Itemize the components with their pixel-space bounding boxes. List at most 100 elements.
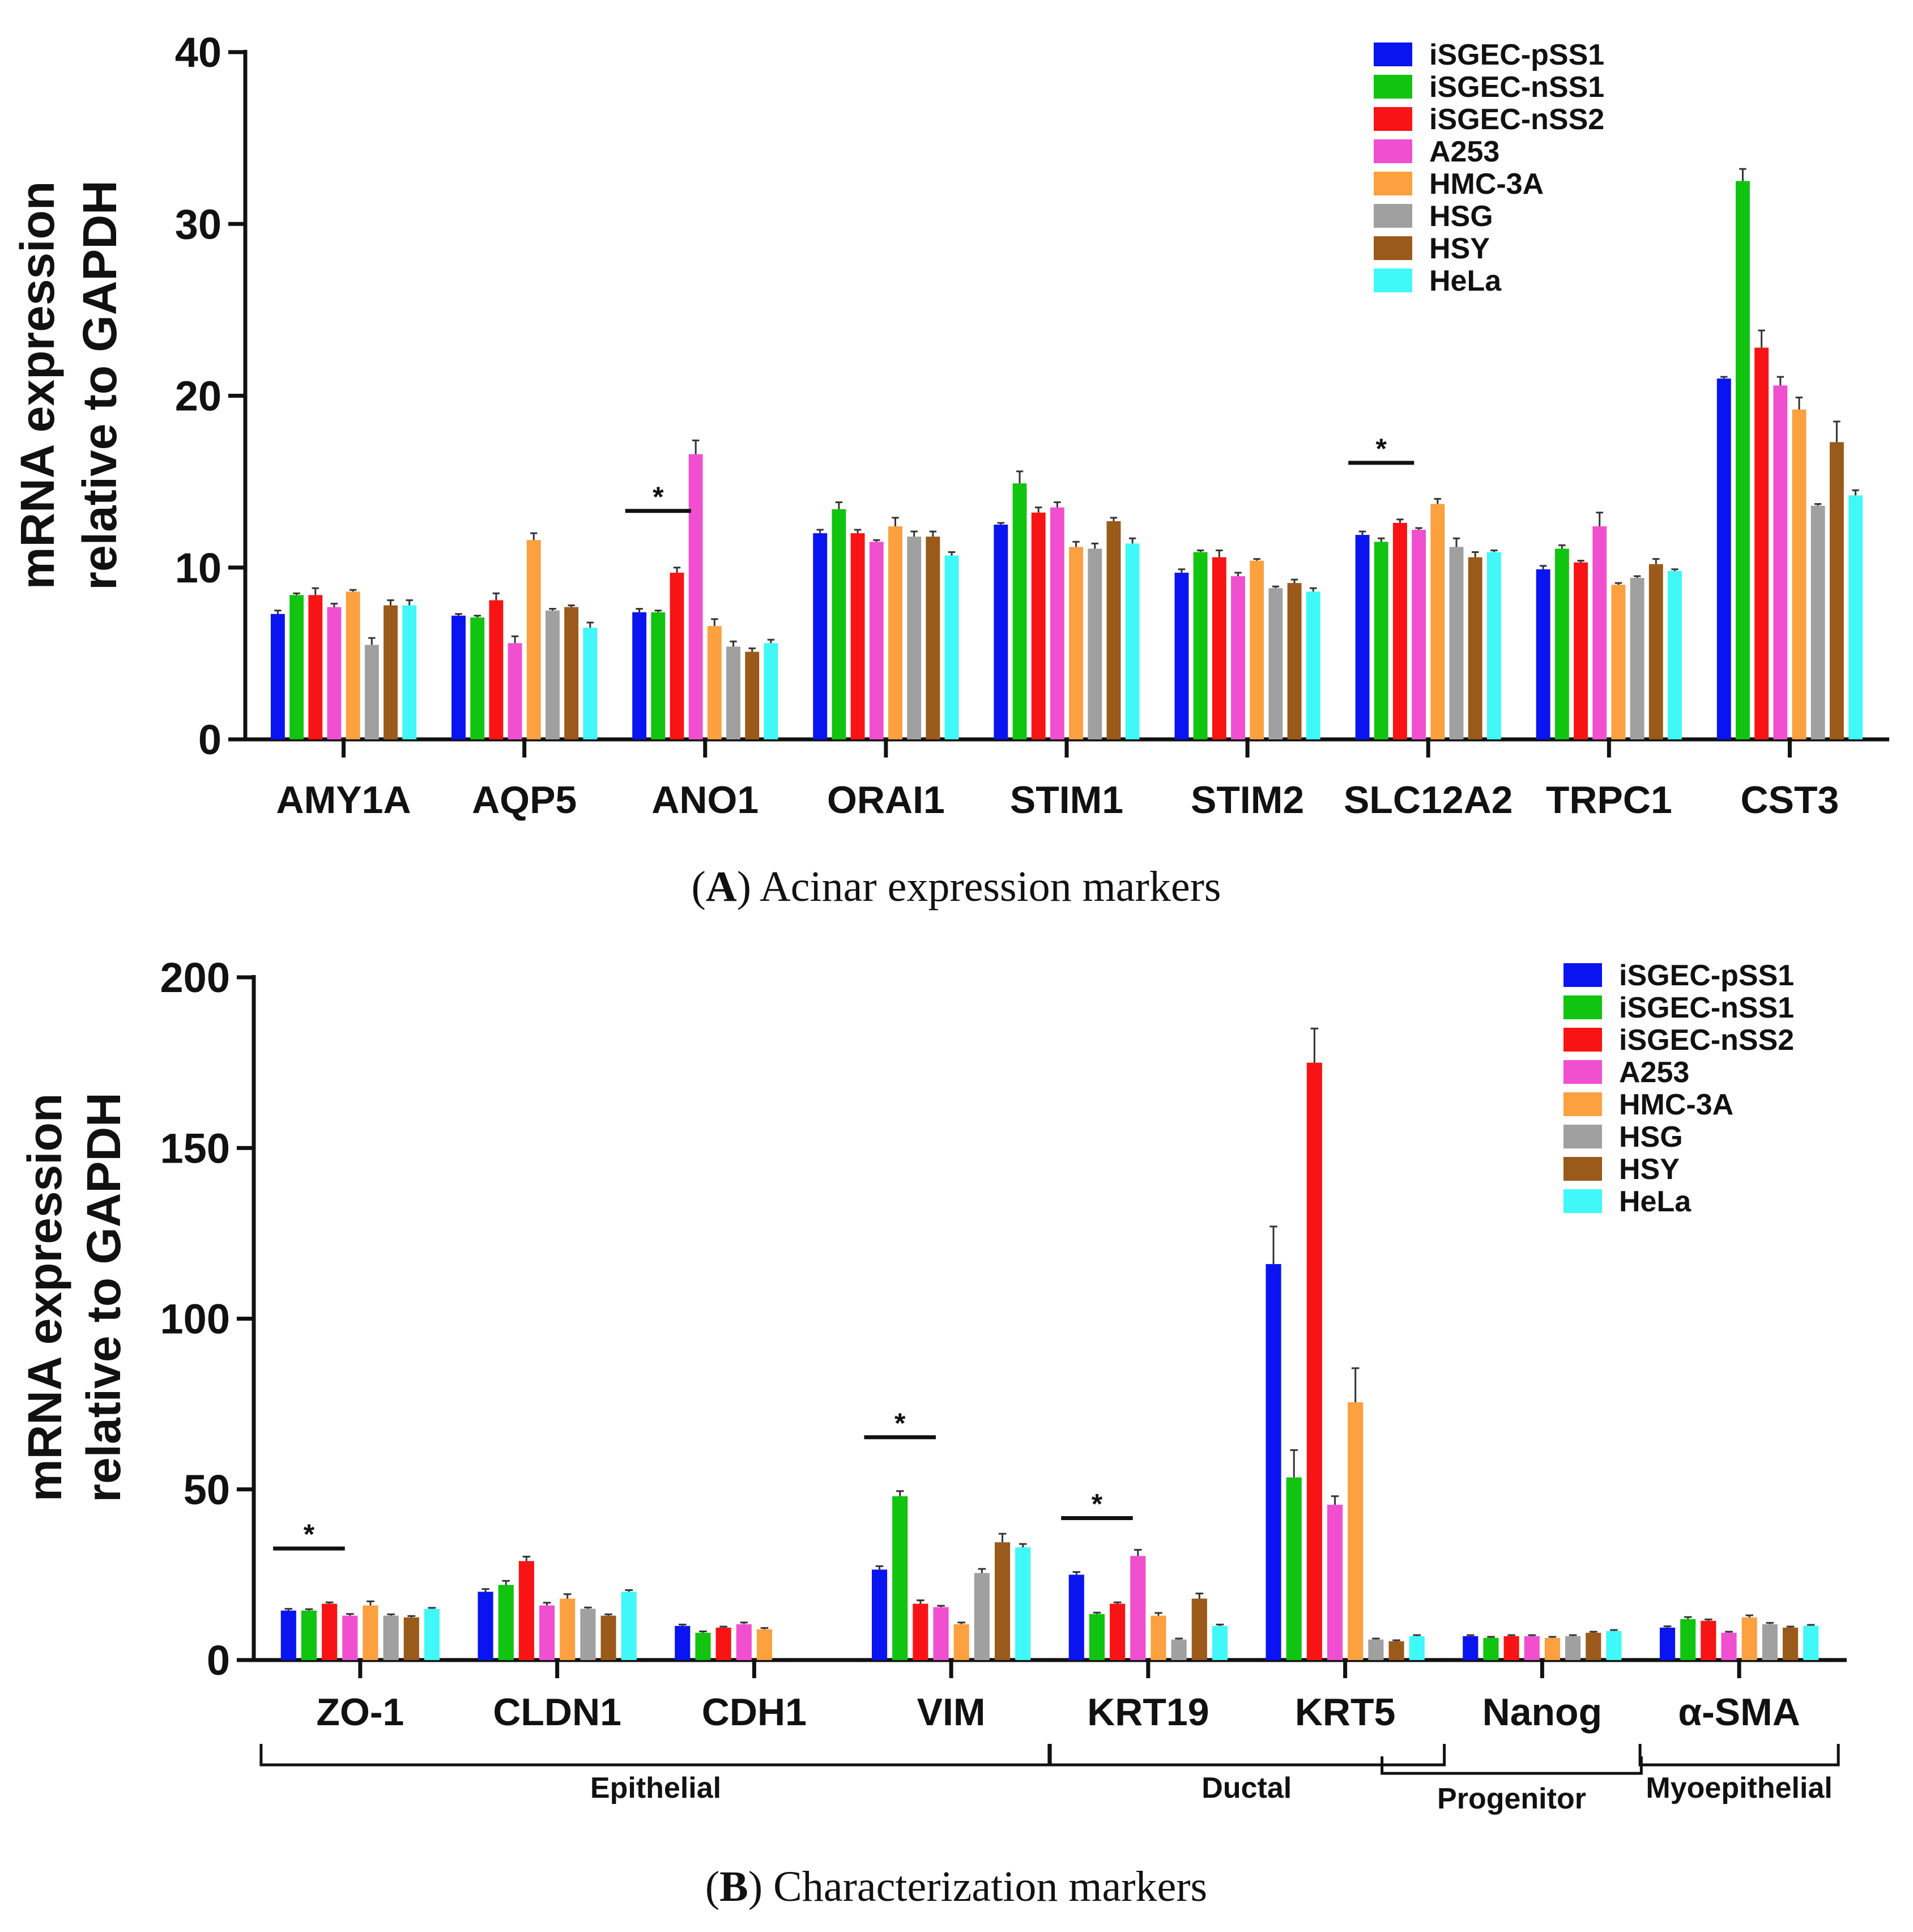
bar-isgec-nss1-cdh1 xyxy=(695,1632,711,1660)
legend-swatch xyxy=(1563,1189,1602,1213)
bar-isgec-pss1-trpc1 xyxy=(1536,569,1550,739)
x-tick-label-trpc1: TRPC1 xyxy=(1546,778,1672,822)
bar-hsg-aqp5 xyxy=(546,610,560,739)
bar-hmc-3a-slc12a2 xyxy=(1430,504,1445,739)
x-tick-label-amy1a: AMY1A xyxy=(276,778,411,822)
bar-a253-nanog xyxy=(1524,1636,1540,1660)
bar-isgec-pss1-ano1 xyxy=(632,612,647,739)
bar-a253-slc12a2 xyxy=(1412,530,1426,739)
bar-hmc-3a-trpc1 xyxy=(1611,585,1626,739)
bar-a253-cldn1 xyxy=(539,1605,555,1660)
bar-hsy-orai1 xyxy=(926,537,940,739)
bar-hmc-3a-cst3 xyxy=(1792,409,1807,739)
bar-hela-krt19 xyxy=(1212,1625,1228,1660)
bar-isgec-nss1-trpc1 xyxy=(1554,548,1569,739)
bar-a253--sma xyxy=(1721,1632,1737,1660)
legend-swatch xyxy=(1374,75,1412,99)
significance-star: * xyxy=(1376,433,1387,465)
bar-hela-cldn1 xyxy=(621,1591,637,1660)
x-tick-label-krt19: KRT19 xyxy=(1087,1691,1209,1734)
bar-isgec-nss1-nanog xyxy=(1483,1637,1499,1660)
legend-label: HSY xyxy=(1619,1153,1680,1186)
bar-hsg-stim1 xyxy=(1088,548,1102,739)
bar-hmc-3a-aqp5 xyxy=(526,540,541,739)
bar-hsg-orai1 xyxy=(907,537,922,739)
panel-caption: (A) Acinar expression markers xyxy=(692,863,1221,910)
legend-swatch xyxy=(1563,963,1602,987)
bar-hela-ano1 xyxy=(764,643,778,739)
bar-isgec-nss2-cdh1 xyxy=(715,1627,731,1660)
bar-hsy-stim1 xyxy=(1106,521,1121,739)
bar-hela-aqp5 xyxy=(583,627,598,739)
group-label-myoepithelial: Myoepithelial xyxy=(1646,1772,1832,1805)
bar-isgec-nss1-amy1a xyxy=(289,595,304,739)
x-tick-label-ano1: ANO1 xyxy=(651,778,759,822)
bar-hmc-3a-cldn1 xyxy=(560,1598,576,1660)
legend-label: A253 xyxy=(1619,1056,1689,1089)
bar-hsg-ano1 xyxy=(726,646,741,739)
legend: iSGEC-pSS1iSGEC-nSS1iSGEC-nSS2A253HMC-3A… xyxy=(1374,39,1604,297)
legend-label: iSGEC-pSS1 xyxy=(1619,959,1794,992)
bar-hela-slc12a2 xyxy=(1486,552,1501,739)
bar-hsy-amy1a xyxy=(384,605,398,739)
bar-hsg-trpc1 xyxy=(1630,577,1644,739)
panel-caption: (B) Characterization markers xyxy=(705,1863,1207,1910)
bar-isgec-pss1-krt5 xyxy=(1266,1264,1281,1660)
bar-isgec-nss2-cst3 xyxy=(1754,347,1769,739)
bar-hsy-slc12a2 xyxy=(1468,557,1482,739)
bar-isgec-pss1-stim2 xyxy=(1174,572,1189,739)
legend-swatch xyxy=(1563,1092,1602,1116)
group-bracket xyxy=(259,1744,1052,1767)
bar-hmc-3a-stim1 xyxy=(1069,547,1084,739)
y-tick-label: 100 xyxy=(160,1296,230,1343)
bar-isgec-nss2-stim2 xyxy=(1212,557,1226,739)
bar-hela-cst3 xyxy=(1848,495,1863,739)
bar-a253-trpc1 xyxy=(1592,526,1607,739)
bar-a253-ano1 xyxy=(688,454,703,739)
bar-hmc-3a-nanog xyxy=(1544,1637,1561,1660)
bar-hela-stim2 xyxy=(1306,591,1320,739)
bar-isgec-nss2-zo-1 xyxy=(322,1603,338,1660)
legend-swatch xyxy=(1374,139,1412,163)
bar-isgec-nss2-nanog xyxy=(1503,1636,1519,1660)
bar-isgec-nss1-slc12a2 xyxy=(1374,542,1388,739)
bar-a253-orai1 xyxy=(869,542,884,739)
bar-isgec-nss2-vim xyxy=(913,1603,928,1660)
bar-isgec-pss1-vim xyxy=(871,1569,888,1660)
legend-label: HeLa xyxy=(1619,1185,1692,1218)
legend-swatch xyxy=(1374,42,1412,66)
bar-isgec-nss1-krt5 xyxy=(1286,1477,1302,1660)
y-tick-label: 0 xyxy=(207,1637,230,1684)
bar-isgec-pss1-krt19 xyxy=(1068,1574,1084,1660)
bar-hela--sma xyxy=(1803,1625,1819,1660)
legend-swatch xyxy=(1563,1028,1602,1052)
bar-hela-zo-1 xyxy=(424,1608,440,1660)
bar-isgec-nss1-stim2 xyxy=(1193,552,1208,739)
y-tick-label: 150 xyxy=(160,1125,230,1172)
bar-hsg-amy1a xyxy=(364,645,379,739)
bar-isgec-nss1-orai1 xyxy=(832,509,846,739)
bar-isgec-nss2-slc12a2 xyxy=(1392,522,1407,739)
x-tick-label-stim1: STIM1 xyxy=(1010,778,1123,822)
legend-swatch xyxy=(1563,1157,1602,1181)
bar-a253-stim1 xyxy=(1050,507,1064,739)
y-axis-title: mRNA expression xyxy=(11,181,64,589)
bar-isgec-pss1--sma xyxy=(1659,1627,1676,1660)
bar-hmc-3a-stim2 xyxy=(1250,560,1264,739)
bar-hsg-cldn1 xyxy=(580,1608,596,1660)
y-tick-label: 50 xyxy=(184,1466,230,1513)
bar-hsy-nanog xyxy=(1586,1632,1601,1660)
bar-hsg-krt19 xyxy=(1171,1639,1187,1660)
y-tick-label: 40 xyxy=(175,29,221,76)
bar-hela-stim1 xyxy=(1125,543,1140,739)
bar-isgec-nss2-krt5 xyxy=(1306,1062,1322,1660)
y-tick-label: 20 xyxy=(175,373,221,420)
legend-swatch xyxy=(1374,107,1412,131)
legend-label: HSG xyxy=(1429,200,1493,233)
bar-hsg-cst3 xyxy=(1810,505,1825,739)
group-label-progenitor: Progenitor xyxy=(1437,1782,1586,1815)
bar-hsy-krt5 xyxy=(1388,1641,1404,1660)
bar-a253-krt19 xyxy=(1130,1556,1146,1660)
x-tick-label-nanog: Nanog xyxy=(1482,1691,1603,1734)
